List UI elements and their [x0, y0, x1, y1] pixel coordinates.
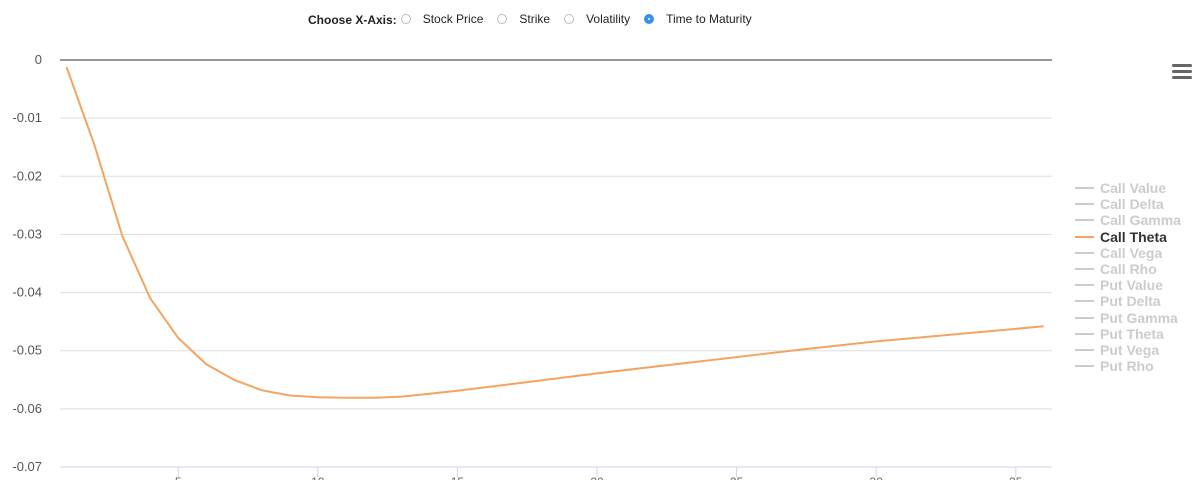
radio-label: Strike: [519, 12, 551, 26]
legend-swatch: [1075, 316, 1094, 319]
legend-item[interactable]: Call Vega: [1075, 245, 1181, 261]
x-axis-label: Choose X-Axis:: [308, 12, 397, 27]
x-axis-chooser: Choose X-Axis: Stock Price Strike Volatili…: [308, 12, 766, 27]
hamburger-menu-icon[interactable]: [1172, 64, 1192, 82]
radio-unselected-icon[interactable]: [564, 14, 575, 24]
legend-label: Call Value: [1100, 180, 1167, 197]
legend-swatch: [1075, 268, 1094, 271]
legend-swatch: [1075, 300, 1094, 303]
radio-time-to-maturity[interactable]: Time to Maturity: [644, 12, 752, 26]
x-tick-label: 10: [311, 475, 325, 480]
x-tick-label: 20: [590, 475, 604, 480]
legend-swatch: [1075, 251, 1094, 254]
legend-label: Put Rho: [1100, 358, 1154, 375]
y-tick-label: -0.02: [12, 168, 42, 183]
radio-strike[interactable]: Strike: [497, 12, 550, 26]
y-tick-label: -0.03: [12, 226, 42, 241]
x-tick-label: 5: [175, 475, 182, 480]
radio-stock-price[interactable]: Stock Price: [400, 12, 484, 26]
legend-label: Put Theta: [1100, 325, 1164, 342]
x-tick-label: 35: [1009, 475, 1023, 480]
radio-volatility[interactable]: Volatility: [564, 12, 630, 26]
legend-item[interactable]: Call Delta: [1075, 196, 1181, 212]
legend-swatch: [1075, 348, 1094, 351]
y-tick-label: 0: [35, 52, 42, 67]
legend-item[interactable]: Call Gamma: [1075, 212, 1181, 228]
legend-item[interactable]: Call Value: [1075, 180, 1181, 196]
legend-item[interactable]: Put Vega: [1075, 342, 1181, 358]
legend-swatch: [1075, 284, 1094, 287]
legend-item[interactable]: Put Theta: [1075, 326, 1181, 342]
y-tick-label: -0.01: [12, 110, 42, 125]
radio-unselected-icon[interactable]: [497, 14, 508, 24]
legend-swatch: [1075, 187, 1094, 190]
legend-label: Put Delta: [1100, 293, 1161, 310]
legend-swatch: [1075, 203, 1094, 206]
legend-label: Call Delta: [1100, 196, 1164, 213]
legend-swatch: [1075, 235, 1094, 238]
legend-item[interactable]: Put Rho: [1075, 358, 1181, 374]
radio-label: Volatility: [586, 12, 631, 26]
legend-label: Call Theta: [1100, 228, 1167, 245]
legend-label: Call Rho: [1100, 261, 1157, 278]
legend-label: Put Value: [1100, 277, 1164, 294]
radio-label: Time to Maturity: [666, 12, 752, 26]
legend-label: Call Gamma: [1100, 212, 1181, 229]
series-line-call-theta: [65, 66, 1044, 399]
y-tick-label: -0.05: [12, 343, 42, 358]
legend: Call Value Call Delta Call Gamma Call Theta…: [1075, 180, 1181, 374]
y-tick-label: -0.04: [12, 285, 42, 300]
legend-item[interactable]: Put Value: [1075, 277, 1181, 293]
x-tick-label: 15: [451, 475, 465, 480]
legend-item[interactable]: Put Delta: [1075, 293, 1181, 309]
legend-swatch: [1075, 365, 1094, 368]
radio-label: Stock Price: [422, 12, 484, 26]
legend-label: Put Vega: [1100, 341, 1160, 358]
legend-item[interactable]: Call Rho: [1075, 261, 1181, 277]
x-tick-label: 25: [730, 475, 744, 480]
legend-item[interactable]: Call Theta: [1075, 229, 1181, 245]
legend-label: Put Gamma: [1100, 309, 1178, 326]
legend-label: Call Vega: [1100, 244, 1163, 261]
legend-swatch: [1075, 219, 1094, 222]
radio-unselected-icon[interactable]: [400, 14, 411, 24]
radio-selected-icon[interactable]: [644, 14, 655, 24]
legend-item[interactable]: Put Gamma: [1075, 310, 1181, 326]
y-tick-label: -0.07: [12, 459, 42, 474]
x-tick-label: 30: [870, 475, 884, 480]
legend-swatch: [1075, 332, 1094, 335]
y-tick-label: -0.06: [12, 401, 42, 416]
